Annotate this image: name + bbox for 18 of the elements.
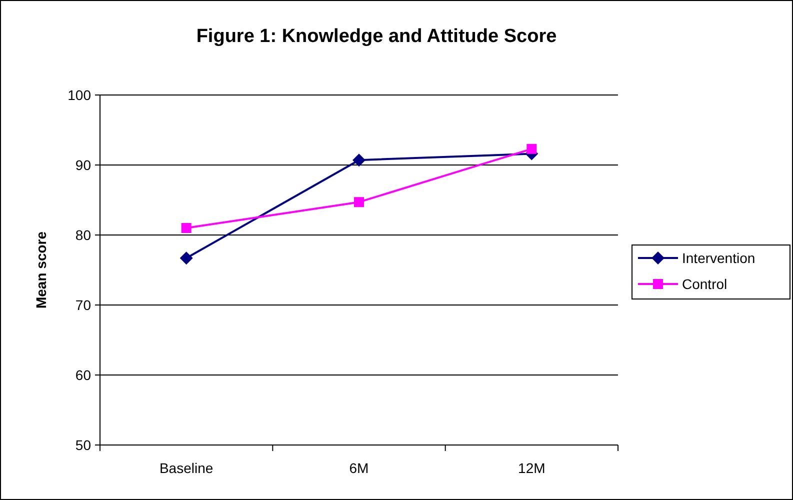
point: [181, 223, 192, 233]
point: [354, 197, 364, 208]
y-tick-label: 100: [68, 86, 92, 103]
x-tick-label: 6M: [349, 460, 369, 476]
y-tick-label: 90: [75, 156, 92, 173]
y-tick-label: 80: [75, 226, 92, 243]
y-tick-label: 60: [75, 366, 92, 383]
point: [352, 154, 366, 167]
chart-title: Figure 1: Knowledge and Attitude Score: [196, 26, 557, 47]
x-tick-label: Baseline: [159, 460, 214, 476]
y-tick-label: 50: [75, 436, 92, 453]
legend-label: Intervention: [682, 250, 756, 266]
y-axis-title: Mean score: [33, 231, 49, 309]
x-tick-label: 12M: [518, 460, 546, 476]
legend-label: Control: [682, 276, 728, 292]
y-tick-label: 70: [75, 296, 92, 313]
point: [526, 144, 537, 154]
point: [180, 252, 193, 265]
